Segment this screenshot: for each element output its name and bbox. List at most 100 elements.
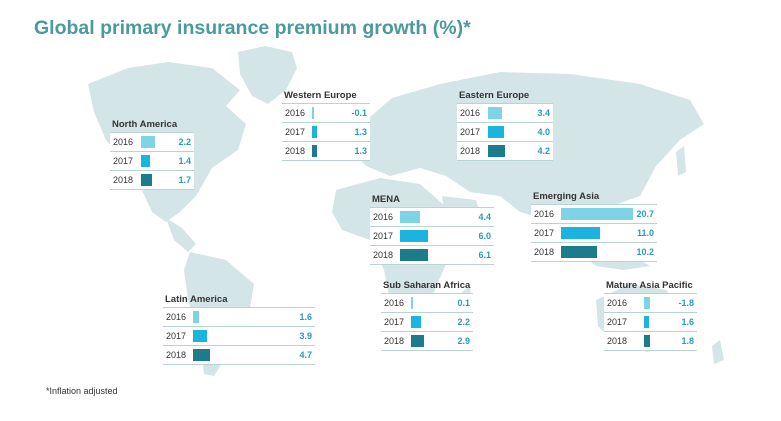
region-title: Mature Asia Pacific — [606, 280, 693, 291]
year-row: 2016 0.1 — [381, 293, 473, 312]
growth-bar — [488, 107, 502, 119]
year-label: 2016 — [166, 312, 187, 322]
footnote: *Inflation adjusted — [46, 386, 118, 396]
year-label: 2018 — [384, 336, 405, 346]
value-label: 11.0 — [636, 228, 654, 238]
year-row: 2018 6.1 — [370, 245, 494, 265]
growth-bar — [141, 136, 156, 148]
growth-bar — [400, 230, 428, 242]
year-row: 2018 1.3 — [282, 141, 370, 161]
year-row: 2018 4.2 — [457, 141, 553, 161]
region-panel: Eastern Europe 2016 3.4 2017 4.0 2018 4.2 — [457, 89, 553, 161]
growth-bar — [644, 316, 650, 328]
year-label: 2018 — [285, 146, 306, 156]
value-label: 3.9 — [299, 331, 312, 341]
growth-bar — [141, 174, 153, 186]
chart-title: Global primary insurance premium growth … — [34, 17, 471, 39]
year-label: 2016 — [534, 209, 555, 219]
growth-bar — [488, 145, 505, 157]
year-row: 2016 2.2 — [110, 132, 194, 151]
value-label: -1.8 — [678, 298, 694, 308]
year-label: 2018 — [373, 250, 394, 260]
growth-bar — [411, 297, 413, 309]
value-label: 1.7 — [178, 175, 191, 185]
year-label: 2017 — [460, 127, 481, 137]
year-row: 2016 20.7 — [531, 204, 657, 223]
value-label: 0.1 — [457, 298, 470, 308]
region-panel: Western Europe 2016 -0.1 2017 1.3 2018 1.3 — [282, 89, 370, 161]
region-title: Latin America — [165, 294, 228, 305]
value-label: 2.2 — [178, 137, 191, 147]
value-label: 20.7 — [636, 209, 654, 219]
value-label: 3.4 — [537, 108, 550, 118]
value-label: 1.6 — [681, 317, 694, 327]
growth-bar — [488, 126, 504, 138]
region-panel: North America 2016 2.2 2017 1.4 2018 1.7 — [110, 118, 194, 190]
year-row: 2018 10.2 — [531, 242, 657, 262]
year-row: 2018 1.8 — [604, 331, 697, 351]
year-row: 2018 4.7 — [163, 345, 315, 365]
value-label: 2.2 — [457, 317, 470, 327]
year-label: 2016 — [384, 298, 405, 308]
value-label: 4.2 — [537, 146, 550, 156]
growth-bar — [193, 330, 208, 342]
value-label: 6.0 — [478, 231, 491, 241]
year-label: 2016 — [607, 298, 628, 308]
year-row: 2017 11.0 — [531, 223, 657, 242]
growth-bar — [411, 335, 424, 347]
year-label: 2017 — [113, 156, 134, 166]
region-title: Western Europe — [284, 90, 357, 101]
year-label: 2018 — [607, 336, 628, 346]
year-row: 2016 1.6 — [163, 307, 315, 326]
year-label: 2018 — [113, 175, 134, 185]
growth-bar — [644, 335, 650, 347]
year-label: 2018 — [166, 350, 187, 360]
year-row: 2017 1.3 — [282, 122, 370, 141]
growth-bar — [400, 249, 429, 261]
year-label: 2018 — [534, 247, 555, 257]
value-label: 1.3 — [354, 146, 367, 156]
value-label: 4.4 — [478, 212, 491, 222]
year-label: 2016 — [373, 212, 394, 222]
year-label: 2017 — [534, 228, 555, 238]
value-label: 1.8 — [681, 336, 694, 346]
year-row: 2018 2.9 — [381, 331, 473, 351]
year-row: 2017 1.6 — [604, 312, 697, 331]
value-label: 4.0 — [537, 127, 550, 137]
growth-bar — [411, 316, 421, 328]
year-row: 2016 4.4 — [370, 207, 494, 226]
year-label: 2017 — [607, 317, 628, 327]
year-row: 2016 3.4 — [457, 103, 553, 122]
growth-bar — [312, 145, 317, 157]
region-title: MENA — [372, 194, 400, 205]
value-label: 6.1 — [478, 250, 491, 260]
year-label: 2017 — [373, 231, 394, 241]
growth-bar — [561, 246, 597, 258]
value-label: -0.1 — [351, 108, 367, 118]
growth-bar — [141, 155, 151, 167]
year-label: 2017 — [285, 127, 306, 137]
growth-bar — [312, 107, 314, 119]
region-panel: Latin America 2016 1.6 2017 3.9 2018 4.7 — [163, 293, 315, 365]
region-panel: MENA 2016 4.4 2017 6.0 2018 6.1 — [370, 193, 494, 265]
year-label: 2016 — [285, 108, 306, 118]
growth-bar — [193, 349, 210, 361]
region-panel: Sub Saharan Africa 2016 0.1 2017 2.2 2018 2.9 — [381, 279, 473, 351]
region-panel: Emerging Asia 2016 20.7 2017 11.0 2018 10.2 — [531, 190, 657, 262]
value-label: 1.3 — [354, 127, 367, 137]
year-row: 2016 -1.8 — [604, 293, 697, 312]
region-panel: Mature Asia Pacific 2016 -1.8 2017 1.6 2018 1.… — [604, 279, 697, 351]
value-label: 1.4 — [178, 156, 191, 166]
value-label: 2.9 — [457, 336, 470, 346]
value-label: 4.7 — [299, 350, 312, 360]
year-row: 2017 6.0 — [370, 226, 494, 245]
region-title: Eastern Europe — [459, 90, 530, 101]
growth-bar — [400, 211, 421, 223]
year-label: 2017 — [384, 317, 405, 327]
year-row: 2017 3.9 — [163, 326, 315, 345]
year-label: 2018 — [460, 146, 481, 156]
year-label: 2016 — [113, 137, 134, 147]
value-label: 1.6 — [299, 312, 312, 322]
growth-bar — [561, 208, 634, 220]
year-row: 2017 2.2 — [381, 312, 473, 331]
